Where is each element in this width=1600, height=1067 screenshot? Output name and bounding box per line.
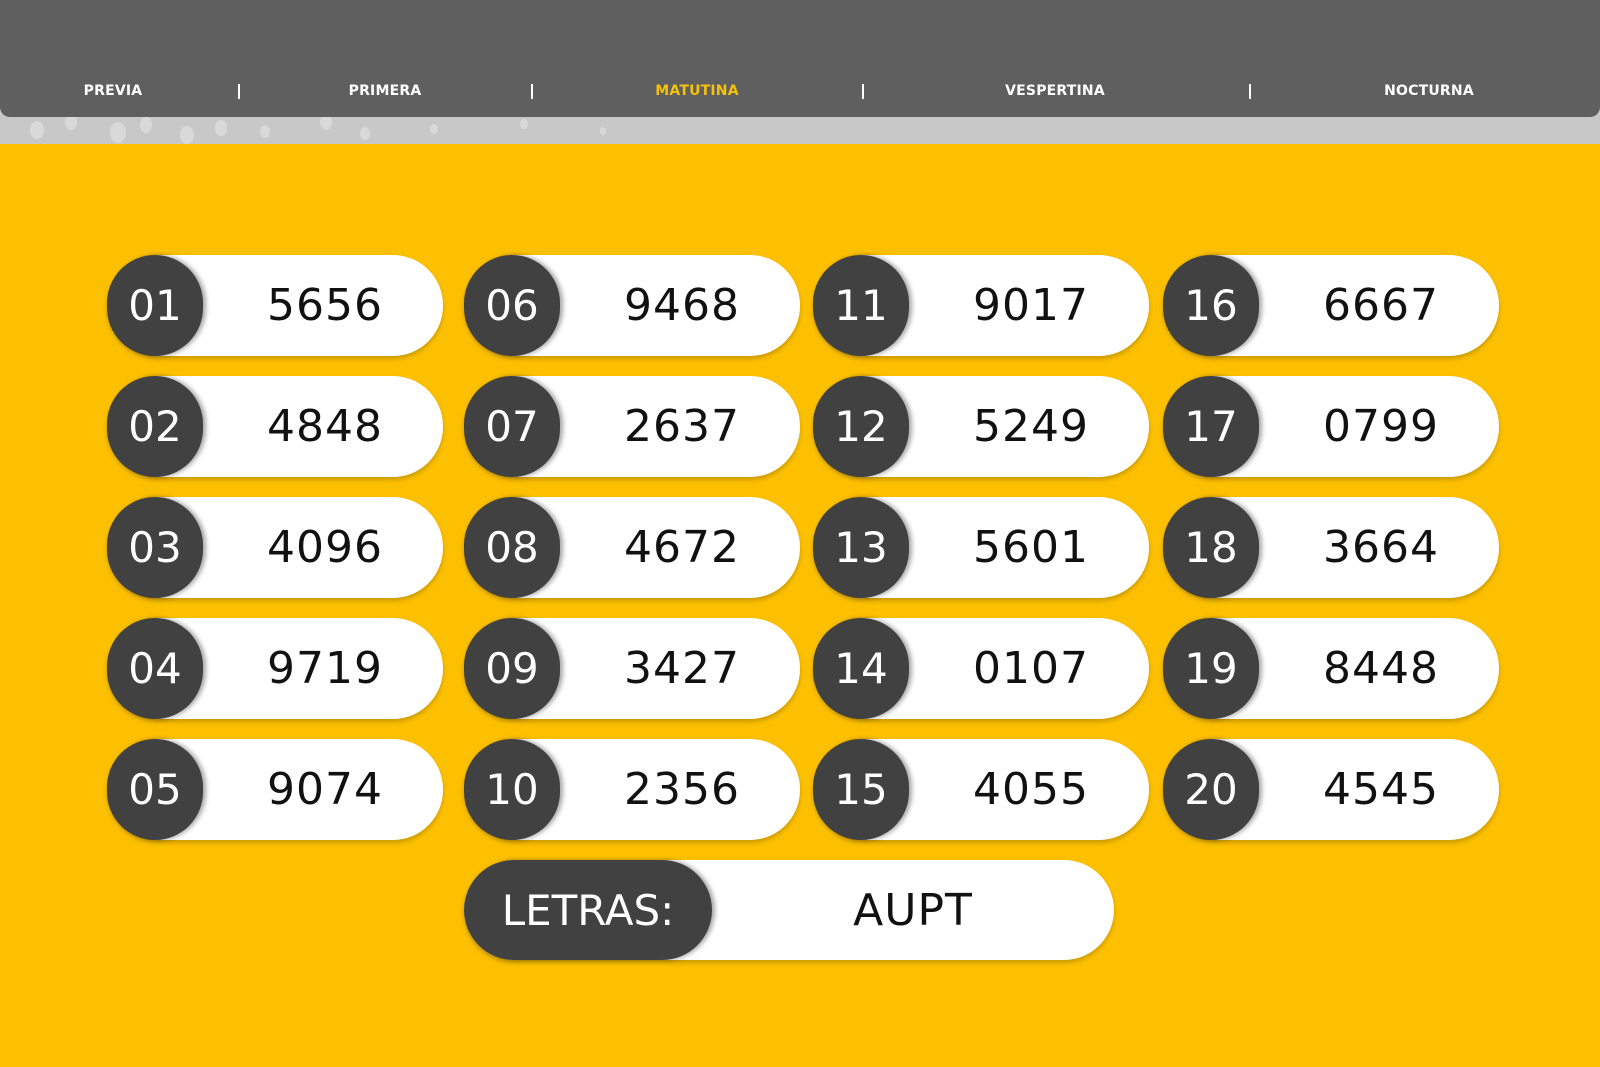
result-number: 4672 — [624, 522, 740, 573]
result-position: 20 — [1163, 739, 1259, 840]
tab-primera[interactable]: PRIMERA — [348, 83, 422, 99]
result-number: 9468 — [624, 280, 740, 331]
result-position: 16 — [1163, 255, 1259, 356]
result-position: 07 — [464, 376, 560, 477]
result-number: 8448 — [1323, 643, 1439, 694]
result-position: 18 — [1163, 497, 1259, 598]
letras-value: AUPT — [853, 884, 973, 936]
result-pill: 01 5656 — [107, 255, 443, 356]
result-pill: 09 3427 — [464, 618, 800, 719]
result-position: 01 — [107, 255, 203, 356]
result-number: 4848 — [267, 401, 383, 452]
result-number: 6667 — [1323, 280, 1439, 331]
tab-previa[interactable]: PREVIA — [83, 83, 143, 99]
result-number: 9017 — [973, 280, 1089, 331]
letras-pill: LETRAS: AUPT — [464, 860, 1114, 960]
result-number: 4545 — [1323, 764, 1439, 815]
result-number: 5656 — [267, 280, 383, 331]
tab-separator — [1249, 84, 1251, 99]
result-pill: 20 4545 — [1163, 739, 1499, 840]
result-position: 19 — [1163, 618, 1259, 719]
result-position: 15 — [813, 739, 909, 840]
result-number: 2637 — [624, 401, 740, 452]
result-pill: 13 5601 — [813, 497, 1149, 598]
result-pill: 08 4672 — [464, 497, 800, 598]
result-number: 5601 — [973, 522, 1089, 573]
result-position: 09 — [464, 618, 560, 719]
result-position: 05 — [107, 739, 203, 840]
result-number: 4096 — [267, 522, 383, 573]
result-position: 08 — [464, 497, 560, 598]
result-position: 02 — [107, 376, 203, 477]
result-pill: 14 0107 — [813, 618, 1149, 719]
letras-label: LETRAS: — [464, 860, 712, 960]
tab-separator — [531, 84, 533, 99]
tab-matutina[interactable]: MATUTINA — [655, 83, 739, 99]
result-pill: 02 4848 — [107, 376, 443, 477]
result-position: 06 — [464, 255, 560, 356]
result-position: 10 — [464, 739, 560, 840]
result-pill: 05 9074 — [107, 739, 443, 840]
result-position: 11 — [813, 255, 909, 356]
tab-separator — [238, 84, 240, 99]
result-position: 03 — [107, 497, 203, 598]
result-number: 9719 — [267, 643, 383, 694]
result-position: 13 — [813, 497, 909, 598]
result-pill: 19 8448 — [1163, 618, 1499, 719]
result-pill: 16 6667 — [1163, 255, 1499, 356]
result-number: 2356 — [624, 764, 740, 815]
result-pill: 17 0799 — [1163, 376, 1499, 477]
tab-nocturna[interactable]: NOCTURNA — [1384, 83, 1474, 99]
result-pill: 12 5249 — [813, 376, 1149, 477]
result-number: 5249 — [973, 401, 1089, 452]
draw-tabs-nav: PREVIA PRIMERA MATUTINA VESPERTINA NOCTURNA — [0, 0, 1600, 117]
result-pill: 03 4096 — [107, 497, 443, 598]
result-number: 3664 — [1323, 522, 1439, 573]
result-pill: 07 2637 — [464, 376, 800, 477]
result-number: 0107 — [973, 643, 1089, 694]
result-pill: 11 9017 — [813, 255, 1149, 356]
result-position: 17 — [1163, 376, 1259, 477]
result-pill: 18 3664 — [1163, 497, 1499, 598]
result-position: 14 — [813, 618, 909, 719]
result-pill: 06 9468 — [464, 255, 800, 356]
result-number: 9074 — [267, 764, 383, 815]
result-position: 04 — [107, 618, 203, 719]
result-number: 4055 — [973, 764, 1089, 815]
tab-vespertina[interactable]: VESPERTINA — [1005, 83, 1105, 99]
result-number: 3427 — [624, 643, 740, 694]
result-pill: 04 9719 — [107, 618, 443, 719]
result-number: 0799 — [1323, 401, 1439, 452]
tab-separator — [862, 84, 864, 99]
result-pill: 15 4055 — [813, 739, 1149, 840]
result-position: 12 — [813, 376, 909, 477]
result-pill: 10 2356 — [464, 739, 800, 840]
